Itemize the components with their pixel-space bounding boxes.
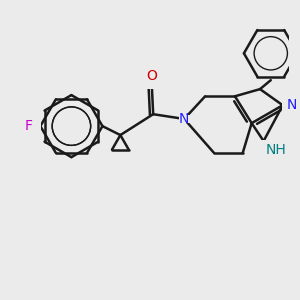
- FancyBboxPatch shape: [282, 101, 293, 109]
- Text: N: N: [286, 98, 297, 112]
- FancyBboxPatch shape: [30, 122, 41, 130]
- FancyBboxPatch shape: [179, 115, 190, 123]
- Text: O: O: [147, 69, 158, 83]
- Text: N: N: [179, 112, 189, 126]
- Text: F: F: [25, 119, 33, 133]
- FancyBboxPatch shape: [261, 140, 272, 148]
- FancyBboxPatch shape: [147, 82, 158, 89]
- Text: NH: NH: [266, 143, 287, 158]
